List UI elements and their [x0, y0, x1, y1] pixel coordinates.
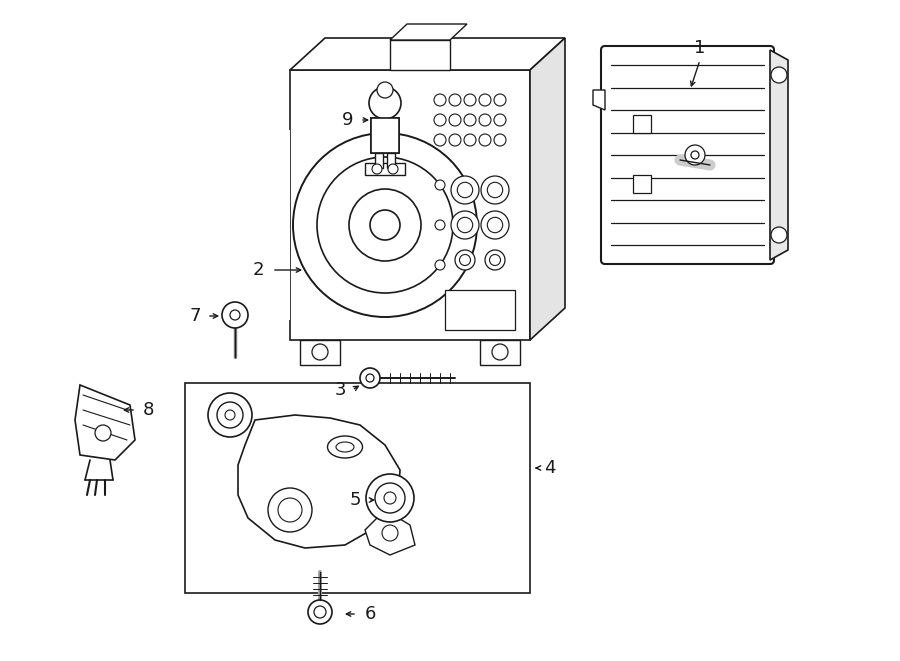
Circle shape	[377, 82, 393, 98]
Circle shape	[449, 94, 461, 106]
Circle shape	[481, 176, 509, 204]
Bar	[387, 153, 395, 168]
Text: 2: 2	[252, 261, 264, 279]
Circle shape	[217, 402, 243, 428]
Circle shape	[460, 254, 471, 266]
Polygon shape	[390, 24, 467, 40]
Polygon shape	[530, 38, 565, 340]
Polygon shape	[75, 385, 135, 460]
Circle shape	[366, 474, 414, 522]
Text: 7: 7	[189, 307, 201, 325]
Bar	[633, 115, 651, 133]
Circle shape	[382, 525, 398, 541]
Ellipse shape	[328, 436, 363, 458]
Circle shape	[487, 217, 503, 233]
Circle shape	[451, 211, 479, 239]
Circle shape	[464, 134, 476, 146]
Circle shape	[479, 134, 491, 146]
Circle shape	[449, 114, 461, 126]
Bar	[633, 175, 651, 193]
Text: 5: 5	[349, 491, 361, 509]
Circle shape	[360, 368, 380, 388]
Circle shape	[487, 182, 503, 198]
Circle shape	[434, 134, 446, 146]
Circle shape	[208, 393, 252, 437]
Circle shape	[388, 164, 398, 174]
Bar	[371, 118, 399, 153]
Circle shape	[222, 302, 248, 328]
Circle shape	[455, 250, 475, 270]
Circle shape	[464, 114, 476, 126]
Bar	[390, 40, 450, 70]
Circle shape	[435, 180, 445, 190]
Circle shape	[268, 488, 312, 532]
Circle shape	[485, 250, 505, 270]
Polygon shape	[238, 415, 400, 548]
Polygon shape	[290, 38, 565, 70]
Bar	[371, 118, 399, 153]
Circle shape	[384, 492, 396, 504]
Circle shape	[494, 134, 506, 146]
Circle shape	[492, 344, 508, 360]
Circle shape	[479, 114, 491, 126]
Polygon shape	[593, 90, 605, 110]
Circle shape	[457, 182, 472, 198]
Text: 3: 3	[334, 381, 346, 399]
Polygon shape	[300, 340, 340, 365]
Circle shape	[308, 600, 332, 624]
Circle shape	[349, 189, 421, 261]
Text: 1: 1	[694, 39, 706, 57]
Circle shape	[685, 145, 705, 165]
Circle shape	[366, 374, 374, 382]
Circle shape	[435, 220, 445, 230]
Polygon shape	[200, 130, 290, 320]
Bar	[445, 290, 515, 330]
Text: 8: 8	[142, 401, 154, 419]
Circle shape	[464, 94, 476, 106]
Circle shape	[457, 217, 472, 233]
Circle shape	[479, 94, 491, 106]
Circle shape	[494, 114, 506, 126]
Text: 4: 4	[544, 459, 556, 477]
Text: 6: 6	[364, 605, 375, 623]
Circle shape	[451, 176, 479, 204]
Bar	[365, 163, 405, 175]
Polygon shape	[480, 340, 520, 365]
FancyBboxPatch shape	[601, 46, 774, 264]
Circle shape	[691, 151, 699, 159]
Circle shape	[481, 211, 509, 239]
Circle shape	[449, 134, 461, 146]
Polygon shape	[290, 70, 530, 340]
Text: 9: 9	[342, 111, 354, 129]
Bar	[185, 383, 530, 593]
Circle shape	[278, 498, 302, 522]
Bar	[375, 153, 383, 168]
Circle shape	[771, 67, 787, 83]
Polygon shape	[365, 510, 415, 555]
Circle shape	[230, 310, 240, 320]
Circle shape	[434, 114, 446, 126]
Circle shape	[293, 133, 477, 317]
Circle shape	[314, 606, 326, 618]
Circle shape	[434, 94, 446, 106]
Circle shape	[312, 344, 328, 360]
Circle shape	[317, 157, 453, 293]
Circle shape	[369, 87, 401, 119]
Circle shape	[494, 94, 506, 106]
Circle shape	[370, 210, 400, 240]
Circle shape	[435, 260, 445, 270]
Circle shape	[771, 227, 787, 243]
Polygon shape	[770, 50, 788, 260]
Circle shape	[372, 164, 382, 174]
Circle shape	[375, 483, 405, 513]
Circle shape	[490, 254, 500, 266]
Circle shape	[95, 425, 111, 441]
Circle shape	[225, 410, 235, 420]
Ellipse shape	[336, 442, 354, 452]
